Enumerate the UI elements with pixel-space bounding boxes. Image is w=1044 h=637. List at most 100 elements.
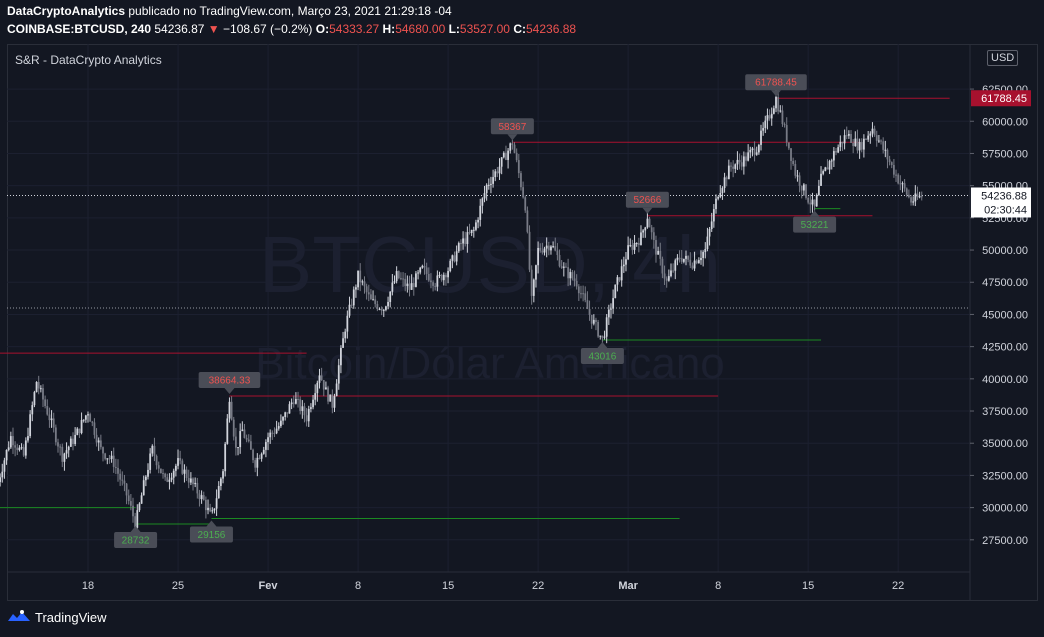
candle-body-270 xyxy=(575,280,578,287)
candle-body-386 xyxy=(824,167,827,172)
candle-body-272 xyxy=(580,293,582,295)
candle-body-380 xyxy=(811,199,814,205)
candle-body-400 xyxy=(854,138,857,147)
candle-body-60 xyxy=(125,483,128,496)
candle-body-120 xyxy=(254,460,257,468)
candle-body-360 xyxy=(768,115,771,119)
chart-header-line1: DataCryptoAnalytics publicado no Trading… xyxy=(7,4,452,18)
candle-body-220 xyxy=(468,232,471,234)
candle-body-78 xyxy=(164,473,167,478)
candle-body-248 xyxy=(528,231,531,270)
candle-body-195 xyxy=(415,273,417,287)
candle-body-37 xyxy=(76,428,79,435)
candle-body-300 xyxy=(640,232,642,245)
candle-body-396 xyxy=(845,135,848,137)
candle-body-154 xyxy=(327,387,329,402)
candle-body-325 xyxy=(693,260,696,269)
candle-body-92 xyxy=(194,482,197,485)
candle-body-59 xyxy=(123,480,126,484)
candle-body-211 xyxy=(449,260,452,272)
candle-body-361 xyxy=(770,113,773,119)
candle-body-157 xyxy=(333,396,336,408)
candle-body-334 xyxy=(712,209,715,222)
last-price: 54236.87 xyxy=(154,22,205,36)
candle-body-241 xyxy=(513,144,516,153)
low-value: 53527.00 xyxy=(459,22,510,36)
candle-body-385 xyxy=(822,171,825,174)
candle-body-51 xyxy=(106,458,109,460)
candle-body-198 xyxy=(421,265,424,268)
candle-body-226 xyxy=(481,198,484,206)
candle-body-16 xyxy=(31,405,34,415)
candle-body-111 xyxy=(234,436,237,448)
candle-body-80 xyxy=(168,479,171,482)
candle-body-29 xyxy=(59,446,62,448)
candle-body-338 xyxy=(721,188,724,193)
candle-body-341 xyxy=(727,165,730,180)
candle-body-35 xyxy=(72,438,74,445)
candle-body-70 xyxy=(147,469,149,477)
y-tick-label-2: 32500.00 xyxy=(982,470,1028,482)
candle-body-402 xyxy=(858,142,861,151)
candle-body-403 xyxy=(860,142,863,150)
candle-body-95 xyxy=(200,495,203,500)
candle-body-173 xyxy=(367,292,370,295)
candle-body-103 xyxy=(217,485,220,499)
currency-button[interactable]: USD xyxy=(987,50,1019,66)
candle-body-404 xyxy=(862,138,865,150)
candle-body-284 xyxy=(605,317,608,337)
candle-body-126 xyxy=(267,437,269,443)
indicator-label[interactable]: S&R - DataCrypto Analytics xyxy=(15,53,162,67)
candle-body-278 xyxy=(592,319,595,324)
candle-body-62 xyxy=(129,501,132,506)
candle-body-203 xyxy=(432,282,434,286)
footer-brand[interactable]: TradingView xyxy=(35,609,107,625)
candle-body-117 xyxy=(247,439,250,442)
candle-body-3 xyxy=(3,460,6,472)
author-name[interactable]: DataCryptoAnalytics xyxy=(7,4,126,18)
candle-body-22 xyxy=(44,399,47,407)
candle-body-24 xyxy=(48,414,51,421)
y-tick-label-0: 27500.00 xyxy=(982,535,1028,547)
pivot-label-box-5 xyxy=(625,191,669,208)
chart-header-line2: COINBASE:BTCUSD, 240 54236.87 ▼ −108.67 … xyxy=(7,22,576,36)
candle-body-358 xyxy=(764,120,767,129)
candle-body-18 xyxy=(35,381,38,393)
candle-body-275 xyxy=(586,300,589,309)
candle-body-249 xyxy=(530,269,533,296)
x-tick-label-6: Mar xyxy=(618,580,638,592)
pivot-label-3: 58367 xyxy=(498,122,526,133)
candle-body-8 xyxy=(14,445,17,448)
candle-body-235 xyxy=(500,157,503,167)
candle-body-259 xyxy=(552,246,555,248)
candle-body-298 xyxy=(635,243,638,245)
candle-body-9 xyxy=(16,447,19,451)
candle-body-214 xyxy=(455,251,458,262)
candle-body-212 xyxy=(451,255,454,261)
candle-body-306 xyxy=(652,232,655,241)
y-tick-label-9: 50000.00 xyxy=(982,245,1028,257)
candle-body-254 xyxy=(541,250,544,253)
candle-body-109 xyxy=(230,401,233,420)
candle-body-194 xyxy=(412,283,415,287)
candle-body-190 xyxy=(404,278,407,287)
candle-body-106 xyxy=(224,443,227,472)
candle-body-316 xyxy=(674,260,677,271)
candle-body-127 xyxy=(269,432,272,438)
candle-body-381 xyxy=(813,199,816,207)
candle-body-315 xyxy=(672,270,675,272)
symbol-label[interactable]: COINBASE:BTCUSD, 240 xyxy=(7,22,152,36)
candle-body-267 xyxy=(569,272,572,279)
candle-body-331 xyxy=(706,236,709,250)
tradingview-logo-icon[interactable] xyxy=(7,609,31,625)
pivot-label-5: 52666 xyxy=(634,195,662,206)
candle-body-170 xyxy=(361,281,364,283)
candle-body-344 xyxy=(734,164,737,169)
candle-body-377 xyxy=(805,184,807,198)
candle-body-368 xyxy=(785,125,788,143)
candle-body-414 xyxy=(884,149,887,151)
candle-body-87 xyxy=(183,469,186,474)
candle-body-76 xyxy=(159,468,162,474)
candle-body-94 xyxy=(198,493,201,500)
